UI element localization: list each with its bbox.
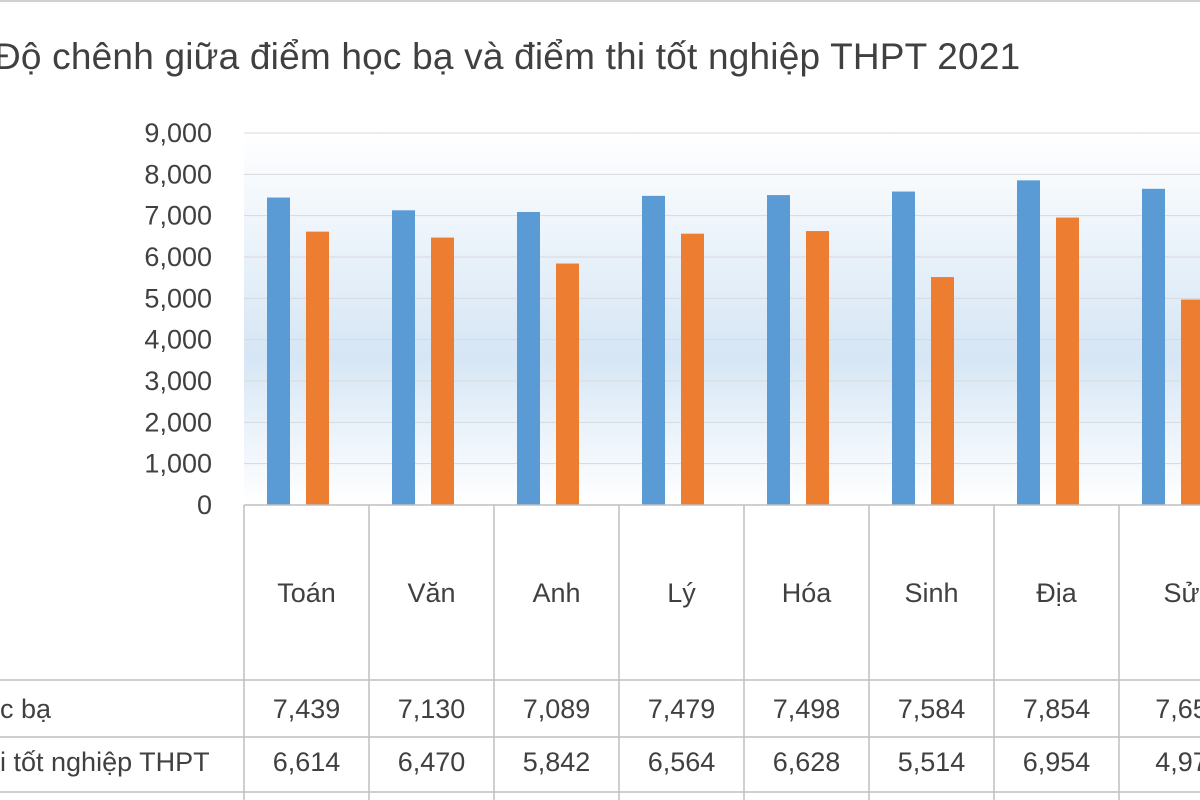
bar-hoc-ba-3 (642, 195, 665, 506)
table-value-cell: 5,514 (898, 747, 966, 777)
y-tick-label: 9,000 (144, 118, 212, 148)
table-value-cell: 7,130 (398, 694, 466, 724)
table-value-cell: 7,439 (273, 694, 341, 724)
bar-hoc-ba-5 (892, 191, 915, 505)
table-value-cell: 7,854 (1023, 694, 1091, 724)
bar-thi-tot-nghiep-7 (1181, 299, 1200, 505)
category-label: Lý (667, 578, 696, 608)
y-tick-label: 5,000 (144, 283, 212, 313)
table-row-label: c bạ (0, 694, 52, 724)
y-tick-label: 4,000 (144, 325, 212, 355)
table-row-label: i tốt nghiệp THPT (0, 747, 210, 777)
table-value-cell: 7,479 (648, 694, 716, 724)
y-tick-label: 7,000 (144, 201, 212, 231)
category-label: Hóa (782, 578, 833, 608)
y-tick-label: 2,000 (144, 407, 212, 437)
bar-hoc-ba-1 (392, 210, 415, 505)
bar-hoc-ba-0 (267, 197, 290, 505)
category-label: Văn (407, 578, 455, 608)
table-value-cell: 7,089 (523, 694, 591, 724)
table-value-cell: 6,614 (273, 747, 341, 777)
y-tick-label: 0 (197, 490, 212, 520)
category-label: Sử (1163, 578, 1199, 608)
table-value-cell: 6,954 (1023, 747, 1091, 777)
table-value-cell: 7,65 (1155, 694, 1200, 724)
table-value-cell: 6,470 (398, 747, 466, 777)
category-label: Sinh (904, 578, 958, 608)
y-tick-label: 8,000 (144, 159, 212, 189)
bar-hoc-ba-4 (767, 195, 790, 505)
table-value-cell: 4,97 (1155, 747, 1200, 777)
table-value-cell: 7,498 (773, 694, 841, 724)
bar-thi-tot-nghiep-1 (431, 237, 454, 505)
bar-thi-tot-nghiep-6 (1056, 217, 1079, 505)
y-tick-label: 6,000 (144, 242, 212, 272)
bar-hoc-ba-6 (1017, 180, 1040, 506)
bar-thi-tot-nghiep-4 (806, 231, 829, 505)
table-value-cell: 5,842 (523, 747, 591, 777)
chart-title: Độ chênh giữa điểm học bạ và điểm thi tố… (0, 36, 1021, 77)
category-label: Anh (532, 578, 580, 608)
category-label: Toán (277, 578, 336, 608)
y-tick-label: 3,000 (144, 366, 212, 396)
bar-hoc-ba-2 (517, 211, 540, 505)
top-border-line (0, 0, 1200, 2)
bar-thi-tot-nghiep-3 (681, 233, 704, 506)
table-value-cell: 6,564 (648, 747, 716, 777)
bar-hoc-ba-7 (1142, 188, 1165, 506)
category-label: Địa (1036, 578, 1077, 608)
bar-thi-tot-nghiep-0 (306, 231, 329, 505)
table-value-cell: 7,584 (898, 694, 966, 724)
bar-thi-tot-nghiep-5 (931, 277, 954, 505)
table-value-cell: 6,628 (773, 747, 841, 777)
y-tick-label: 1,000 (144, 449, 212, 479)
bar-thi-tot-nghiep-2 (556, 263, 579, 505)
